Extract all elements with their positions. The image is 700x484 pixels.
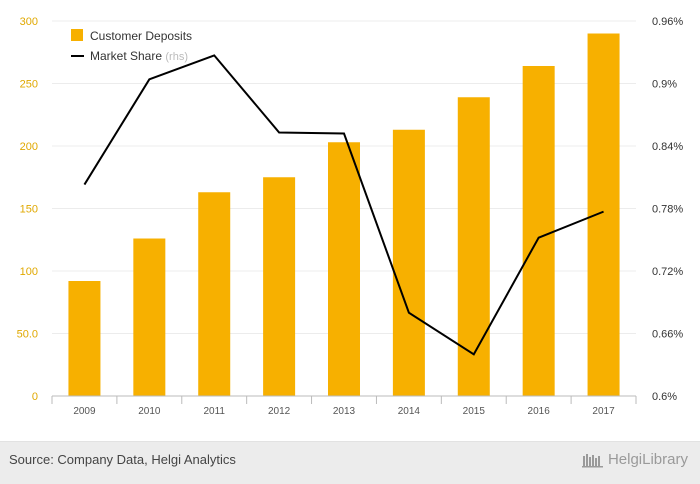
brand-name: HelgiLibrary	[607, 451, 688, 468]
legend-swatch-deposits	[71, 29, 83, 41]
bar	[263, 177, 296, 396]
bar	[392, 129, 425, 396]
y-right-tick-label: 0.84%	[652, 141, 683, 153]
x-tick-label: 2016	[528, 406, 551, 417]
bar	[457, 97, 490, 396]
x-tick-label: 2010	[138, 406, 161, 417]
y-right-tick-label: 0.72%	[652, 266, 683, 278]
x-tick-label: 2015	[463, 406, 486, 417]
bar	[328, 142, 360, 396]
x-tick-label: 2011	[203, 406, 225, 417]
y-right-tick-label: 0.96%	[652, 16, 683, 28]
legend-rhs-note: (rhs)	[165, 51, 188, 63]
x-tick-label: 2013	[333, 406, 356, 417]
bar	[133, 238, 166, 396]
bar	[68, 281, 101, 396]
y-left-tick-label: 250	[20, 79, 38, 91]
y-left-tick-label: 200	[20, 141, 38, 153]
chart: 0 50.0 100 150 200 250 300 0.6% 0.66% 0.72% 0.78% 0…	[17, 16, 684, 417]
y-right-tick-label: 0.66%	[652, 329, 683, 341]
x-tick-label: 2009	[73, 406, 96, 417]
y-left-tick-label: 0	[32, 391, 38, 403]
bar	[198, 192, 231, 396]
y-left-tick-label: 50.0	[17, 329, 38, 341]
footer: Source: Company Data, Helgi Analytics He…	[0, 441, 700, 484]
legend: Customer Deposits Market Share (rhs)	[71, 29, 192, 63]
y-right-tick-label: 0.9%	[652, 79, 677, 91]
y-right-tick-label: 0.6%	[652, 391, 677, 403]
legend-label-market-share: Market Share (rhs)	[90, 49, 188, 63]
y-left-tick-label: 300	[20, 16, 38, 28]
bar	[587, 33, 620, 396]
market-share-line	[83, 54, 604, 356]
x-tick-label: 2012	[268, 406, 291, 417]
source-note: Source: Company Data, Helgi Analytics	[9, 452, 236, 467]
library-icon	[581, 453, 603, 467]
brand-logo: HelgiLibrary	[581, 451, 688, 468]
y-left-tick-label: 150	[20, 204, 38, 216]
legend-label-deposits: Customer Deposits	[90, 29, 192, 43]
bar	[522, 66, 555, 396]
x-tick-label: 2014	[398, 406, 421, 417]
y-right-tick-label: 0.78%	[652, 204, 683, 216]
y-left-tick-label: 100	[20, 266, 38, 278]
x-tick-label: 2017	[592, 406, 615, 417]
